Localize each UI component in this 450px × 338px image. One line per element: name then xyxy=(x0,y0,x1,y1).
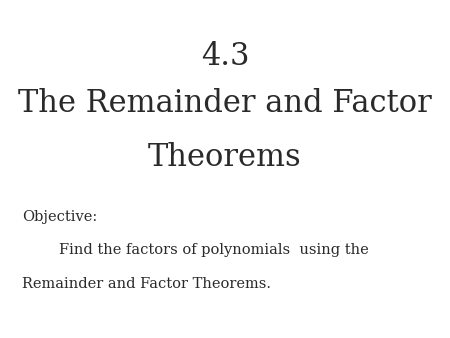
Text: Objective:: Objective: xyxy=(22,210,98,223)
Text: 4.3: 4.3 xyxy=(201,41,249,72)
Text: Theorems: Theorems xyxy=(148,142,302,173)
Text: Remainder and Factor Theorems.: Remainder and Factor Theorems. xyxy=(22,277,271,291)
Text: Find the factors of polynomials  using the: Find the factors of polynomials using th… xyxy=(22,243,369,257)
Text: The Remainder and Factor: The Remainder and Factor xyxy=(18,88,432,119)
